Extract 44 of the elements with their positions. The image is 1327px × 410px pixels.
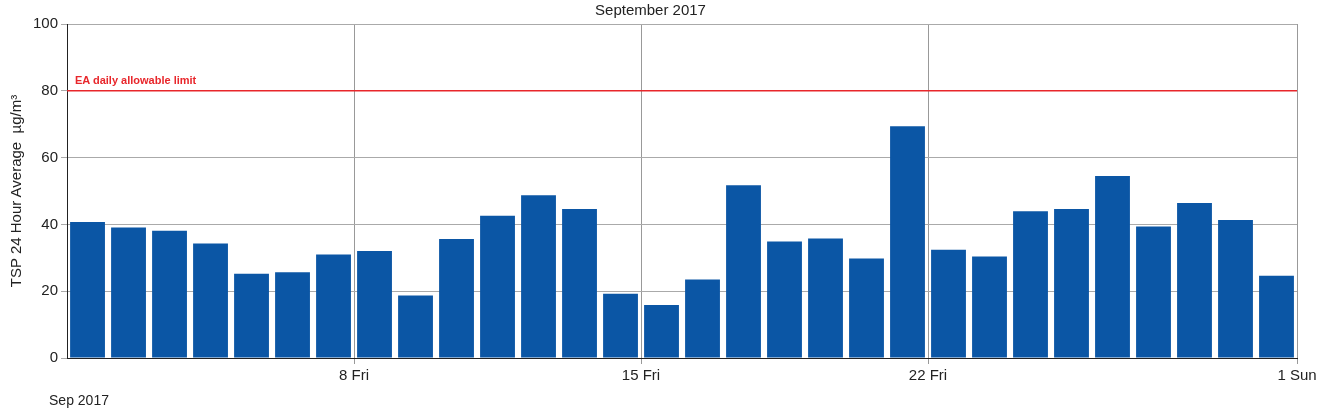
bar [193, 243, 228, 358]
bar [1259, 275, 1294, 358]
ref-line-label: EA daily allowable limit [75, 74, 197, 87]
bar [1177, 203, 1212, 358]
bar [275, 272, 310, 358]
bar [152, 230, 187, 358]
bar [890, 126, 925, 358]
y-tick-label: 20 [41, 281, 59, 299]
bar [808, 238, 843, 358]
bar [767, 241, 802, 358]
bar [603, 293, 638, 358]
x-tick-label: 22 Fri [908, 366, 948, 384]
bar [357, 251, 392, 358]
bar [316, 254, 351, 358]
chart-title: September 2017 [595, 1, 706, 19]
bar [849, 258, 884, 358]
bar [931, 249, 966, 358]
bar [972, 256, 1007, 358]
bar [562, 209, 597, 358]
y-tick-label: 100 [33, 14, 59, 32]
y-axis-title: TSP 24 Hour Average µg/m³ [7, 94, 25, 288]
y-tick-label: 60 [41, 147, 59, 165]
bar [644, 304, 679, 358]
x-tick-label: 8 Fri [339, 366, 370, 384]
bar [1054, 209, 1089, 358]
bar [1095, 175, 1130, 358]
text: Sep 2017 [49, 391, 110, 408]
bar [398, 295, 433, 358]
bar [70, 222, 105, 358]
x-tick-label: 1 Sun [1277, 366, 1317, 384]
bar [521, 195, 556, 358]
bar [1136, 226, 1171, 358]
bar [726, 185, 761, 358]
x-tick-label: 15 Fri [621, 366, 661, 384]
bar [1013, 211, 1048, 358]
y-tick-label: 40 [41, 214, 59, 232]
bar [111, 227, 146, 358]
bar [439, 239, 474, 358]
bar [234, 273, 269, 358]
y-tick-label: 0 [49, 348, 59, 366]
bar [1218, 220, 1253, 358]
bar [480, 215, 515, 358]
y-tick-label: 80 [41, 80, 59, 98]
bar [685, 279, 720, 358]
